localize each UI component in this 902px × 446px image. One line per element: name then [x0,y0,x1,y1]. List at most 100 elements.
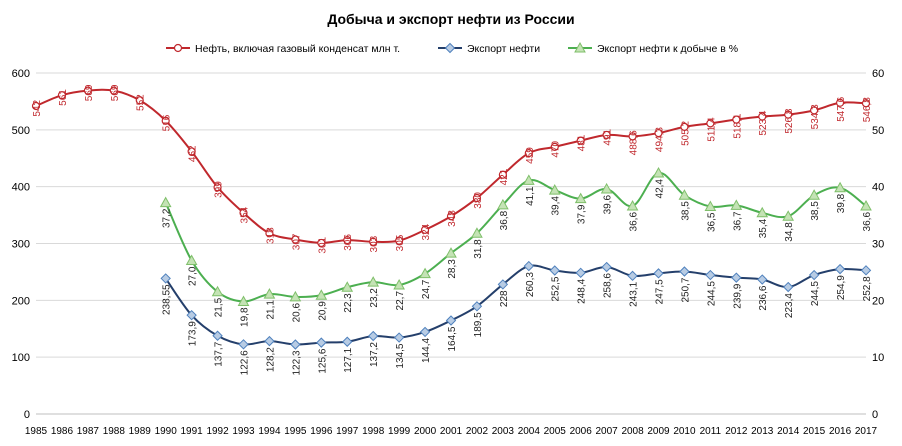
y-left-tick-label: 600 [12,68,30,80]
series-2-point [211,285,224,297]
series-2-point [808,189,820,200]
series-2-data-label: 42,4 [655,179,666,199]
x-tick-label: 2013 [751,426,774,437]
series-0-point [758,112,767,121]
x-tick-label: 2006 [570,426,593,437]
series-0-point [317,238,326,248]
series-line-1 [164,264,867,346]
series-2-data-label: 35,4 [758,218,769,238]
series-2-point [445,247,457,258]
series-2-point [289,290,302,302]
series-0-data-label: 569 [84,84,95,101]
series-2-data-label: 23,2 [369,288,380,308]
series-0-data-label: 569 [110,84,121,101]
x-tick-label: 1993 [232,426,255,437]
series-0-data-label: 303 [369,235,380,252]
series-0-point [706,119,715,128]
series-2-data-label: 20,9 [317,301,328,321]
series-2-point [782,210,795,221]
y-left-tick-label: 0 [24,409,30,421]
series-2-data-label: 22,3 [343,293,354,313]
x-tick-label: 2001 [440,426,463,437]
series-0-data-label: 561 [58,89,69,106]
series-0-point [810,106,819,115]
series-1-point [342,336,353,347]
series-2-data-label: 39,6 [603,195,614,215]
x-tick-label: 2016 [829,426,852,437]
series-0-data-label: 491 [603,129,614,146]
legend-label-0: Нефть, включая газовый конденсат млн т. [195,43,400,55]
x-tick-label: 1998 [362,426,385,437]
series-0-point [213,183,222,192]
series-2-data-label: 21,1 [265,300,276,320]
x-tick-label: 2000 [414,426,437,437]
series-2-data-label: 27,0 [188,266,199,286]
series-1-point [497,279,509,290]
series-0-data-label: 526,8 [784,108,795,133]
x-tick-label: 1985 [25,426,48,437]
x-tick-label: 2015 [803,426,826,437]
x-tick-label: 1986 [51,426,74,437]
series-0-point [732,115,741,124]
series-2-data-label: 41,1 [525,186,536,206]
series-1-data-label: 228 [499,290,510,307]
series-2-point [756,206,769,218]
series-1-data-label: 128,2 [265,347,276,372]
x-tick-label: 2012 [725,426,748,437]
x-tick-label: 2005 [544,426,567,437]
series-1-data-label: 127,1 [343,347,354,372]
y-right-tick-label: 40 [872,182,884,194]
series-2-point [393,278,405,290]
x-tick-label: 2010 [673,426,696,437]
series-1-point [212,330,223,341]
series-2-data-label: 36,7 [732,211,743,231]
x-tick-label: 2017 [855,426,878,437]
series-0-data-label: 421 [499,168,510,185]
series-2-point [159,196,172,208]
series-2-point [600,182,613,194]
series-0-data-label: 354 [240,206,251,223]
series-1-data-label: 164,5 [447,326,458,351]
series-0-data-label: 306 [343,234,354,251]
series-1-data-label: 258,6 [603,273,614,298]
series-0-point [161,116,170,125]
series-1-point [186,309,197,321]
series-0-point [602,130,611,140]
series-1-point [264,335,275,347]
legend-label-1: Экспорт нефти [467,43,540,55]
series-2-point [367,276,380,287]
series-0-data-label: 552 [136,94,147,111]
series-1-data-label: 173,9 [188,321,199,346]
series-2-point [730,199,743,210]
x-tick-label: 1987 [77,426,100,437]
series-1-data-label: 144,4 [421,338,432,363]
series-1-data-label: 238,55 [162,284,173,315]
x-tick-label: 2011 [700,426,722,437]
y-left-tick-label: 500 [12,125,30,137]
y-right-tick-label: 10 [872,352,884,364]
x-tick-label: 1999 [388,426,411,437]
y-left-tick-label: 100 [12,352,30,364]
series-2-data-label: 37,9 [577,204,588,224]
series-2-data-label: 38,5 [810,201,821,221]
series-1-data-label: 252,8 [862,276,873,301]
series-1-point [679,266,690,277]
series-2-point [237,295,250,306]
series-1-point [653,268,664,279]
series-1-point [419,326,431,338]
series-0-point [576,136,585,145]
y-left-tick-label: 400 [12,182,30,194]
series-1-data-label: 137,7 [214,341,225,366]
series-line-2 [164,172,867,303]
series-0-point [861,99,871,108]
x-tick-label: 2009 [647,426,670,437]
series-2-data-label: 39,8 [836,193,847,213]
series-0-data-label: 518,1 [732,113,743,138]
series-1-data-label: 223,4 [784,293,795,318]
series-1-data-label: 122,3 [291,350,302,375]
series-0-data-label: 462 [188,145,199,162]
series-2-point [263,288,276,299]
series-0-point [680,122,689,131]
series-1-point [705,269,716,281]
series-0-point [57,91,67,100]
